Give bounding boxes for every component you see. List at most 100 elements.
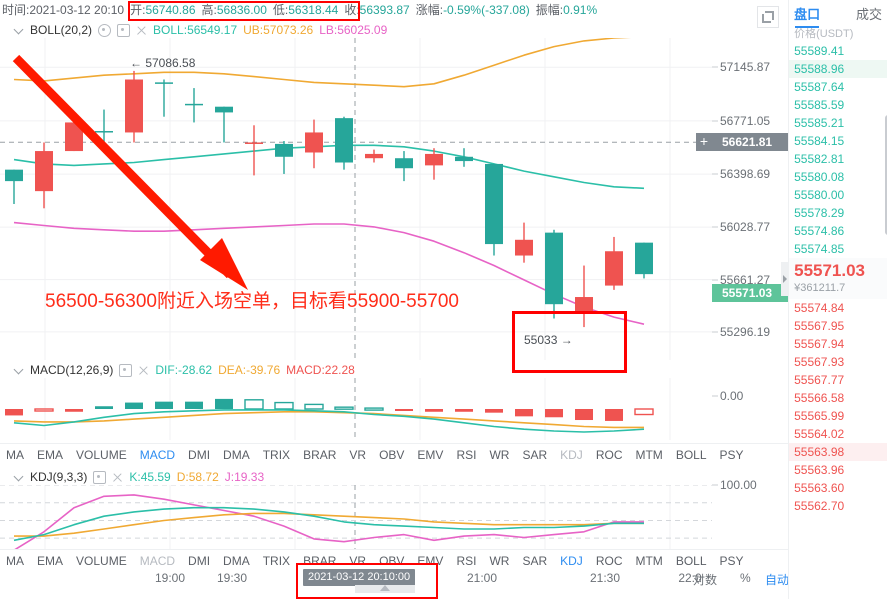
indicator-tabbar-macd[interactable]: MA EMA VOLUME MACD DMI DMA TRIX BRAR VR OBV EMV RSI… [0, 443, 789, 465]
order-book-row[interactable]: 55574.84 [794, 301, 845, 315]
ask-list[interactable]: 55589.41 55588.96 55587.64 55585.59 55585.21… [789, 42, 887, 258]
close-icon[interactable] [136, 25, 147, 36]
order-book-column-header: 价格(USDT) [794, 28, 854, 40]
gear-icon[interactable] [93, 470, 107, 484]
gear-icon[interactable] [117, 23, 131, 37]
chevron-down-icon[interactable] [14, 365, 24, 375]
order-book-row[interactable]: 55565.99 [794, 409, 845, 423]
order-book-row[interactable]: 55563.98 [789, 443, 887, 461]
indicator-tab-psy[interactable]: PSY [719, 553, 744, 568]
order-book-tabs[interactable]: 盘口 成交 [789, 0, 887, 28]
indicator-tab-emv[interactable]: EMV [417, 447, 444, 462]
indicator-tab-emv[interactable]: EMV [417, 553, 444, 568]
indicator-tab-kdj[interactable]: KDJ [560, 553, 583, 568]
close-icon[interactable] [138, 365, 149, 376]
time-axis[interactable]: 19:0019:3020:3021:0021:3022:02021-03-12 … [0, 569, 790, 591]
order-book-row[interactable]: 55567.94 [794, 337, 845, 351]
indicator-tab-macd[interactable]: MACD [139, 447, 176, 462]
order-book-row[interactable]: 55580.08 [794, 170, 845, 184]
order-book-row[interactable]: 55588.96 [789, 60, 887, 78]
indicator-tab-roc[interactable]: ROC [595, 553, 623, 568]
indicator-tab-trix[interactable]: TRIX [262, 553, 291, 568]
main-price-pane[interactable] [0, 38, 712, 360]
indicator-tab-vr[interactable]: VR [349, 553, 367, 568]
order-book-row[interactable]: 55589.41 [794, 44, 845, 58]
indicator-tab-ma[interactable]: MA [6, 447, 24, 462]
indicator-tab-ema[interactable]: EMA [37, 553, 64, 568]
gear-icon[interactable] [119, 363, 133, 377]
chevron-down-icon[interactable] [14, 472, 24, 482]
price-tick-label: 56028.77 [720, 220, 771, 235]
indicator-tab-obv[interactable]: OBV [379, 553, 405, 568]
order-book-row[interactable]: 55566.58 [794, 391, 845, 405]
indicator-tab-dma[interactable]: DMA [223, 553, 250, 568]
indicator-tab-macd[interactable]: MACD [139, 553, 176, 568]
indicator-tab-volume[interactable]: VOLUME [76, 447, 127, 462]
indicator-tab-boll[interactable]: BOLL [675, 553, 707, 568]
chevron-down-icon[interactable] [14, 25, 24, 35]
order-book-row[interactable]: 55587.64 [794, 80, 845, 94]
order-book-row[interactable]: 55567.93 [794, 355, 845, 369]
indicator-tab-vr[interactable]: VR [349, 447, 367, 462]
tab-orderbook[interactable]: 盘口 [793, 2, 821, 28]
order-book-row[interactable]: 55585.59 [794, 98, 845, 112]
indicator-tab-sar[interactable]: SAR [522, 553, 548, 568]
price-tick [712, 279, 718, 281]
order-book-row[interactable]: 55585.21 [794, 116, 845, 130]
order-book-row[interactable]: 55563.60 [794, 481, 845, 495]
indicator-tab-kdj[interactable]: KDJ [560, 447, 583, 462]
indicator-tab-mtm[interactable]: MTM [635, 553, 663, 568]
order-book-row[interactable]: 55580.00 [794, 188, 845, 202]
indicator-tab-wr[interactable]: WR [489, 447, 510, 462]
order-book-panel: 盘口 成交 价格(USDT) 55589.41 55588.96 55587.64 5… [781, 0, 887, 599]
indicator-tabbar-kdj[interactable]: MA EMA VOLUME MACD DMI DMA TRIX BRAR VR OBV EMV RSI… [0, 549, 789, 571]
price-tick [712, 331, 718, 333]
indicator-tab-rsi[interactable]: RSI [456, 553, 477, 568]
order-book-row[interactable]: 55574.85 [794, 242, 845, 256]
add-alert-button[interactable]: + [696, 133, 712, 152]
indicator-tab-roc[interactable]: ROC [595, 447, 623, 462]
price-axis[interactable]: 57145.87 56771.05 56398.69 56028.77 55661.27… [696, 38, 789, 360]
indicator-tab-sar[interactable]: SAR [522, 447, 548, 462]
order-book-row[interactable]: 55563.96 [794, 463, 845, 477]
order-book-row[interactable]: 55584.15 [794, 134, 845, 148]
macd-legend: MACD(12,26,9) DIF:-28.62 DEA:-39.76 MACD… [14, 362, 355, 378]
indicator-tab-mtm[interactable]: MTM [635, 447, 663, 462]
close-icon[interactable] [112, 472, 123, 483]
indicator-tab-dma[interactable]: DMA [223, 447, 250, 462]
order-book-row[interactable]: 55578.29 [794, 206, 845, 220]
indicator-tab-wr[interactable]: WR [489, 553, 510, 568]
indicator-tab-brar[interactable]: BRAR [303, 553, 337, 568]
indicator-tab-rsi[interactable]: RSI [456, 447, 477, 462]
eye-icon[interactable] [98, 23, 112, 37]
collapse-panel-arrow-icon[interactable] [781, 262, 790, 296]
indicator-tab-brar[interactable]: BRAR [303, 447, 337, 462]
axis-control-1[interactable]: % [740, 571, 751, 585]
chart-scroll-handle[interactable] [355, 585, 415, 593]
indicator-tab-trix[interactable]: TRIX [262, 447, 291, 462]
indicator-tab-ema[interactable]: EMA [37, 447, 64, 462]
bid-list[interactable]: 55574.84 55567.95 55567.94 55567.93 55567.77… [789, 299, 887, 515]
indicator-tab-ma[interactable]: MA [6, 553, 24, 568]
macd-value: MACD:22.28 [286, 363, 355, 377]
order-book-row[interactable]: 55582.81 [794, 152, 845, 166]
indicator-tab-obv[interactable]: OBV [379, 447, 405, 462]
indicator-tab-dmi[interactable]: DMI [188, 447, 211, 462]
macd-pane[interactable] [0, 378, 712, 440]
order-book-row[interactable]: 55567.77 [794, 373, 845, 387]
macd-name: MACD(12,26,9) [30, 363, 114, 377]
order-book-scrollbar[interactable] [885, 115, 887, 235]
indicator-tab-psy[interactable]: PSY [719, 447, 744, 462]
last-price: 55571.03 [794, 261, 866, 280]
axis-control-2[interactable]: 自动 [765, 573, 790, 587]
order-book-row[interactable]: 55574.86 [794, 224, 845, 238]
order-book-row[interactable]: 55562.70 [794, 499, 845, 513]
indicator-tab-boll[interactable]: BOLL [675, 447, 707, 462]
order-book-row[interactable]: 55564.02 [794, 427, 845, 441]
indicator-tab-volume[interactable]: VOLUME [76, 553, 127, 568]
expand-icon[interactable] [757, 6, 780, 28]
order-book-row[interactable]: 55567.95 [794, 319, 845, 333]
axis-control-0[interactable]: 对数 [693, 573, 718, 587]
tab-trades[interactable]: 成交 [855, 6, 882, 22]
indicator-tab-dmi[interactable]: DMI [188, 553, 211, 568]
